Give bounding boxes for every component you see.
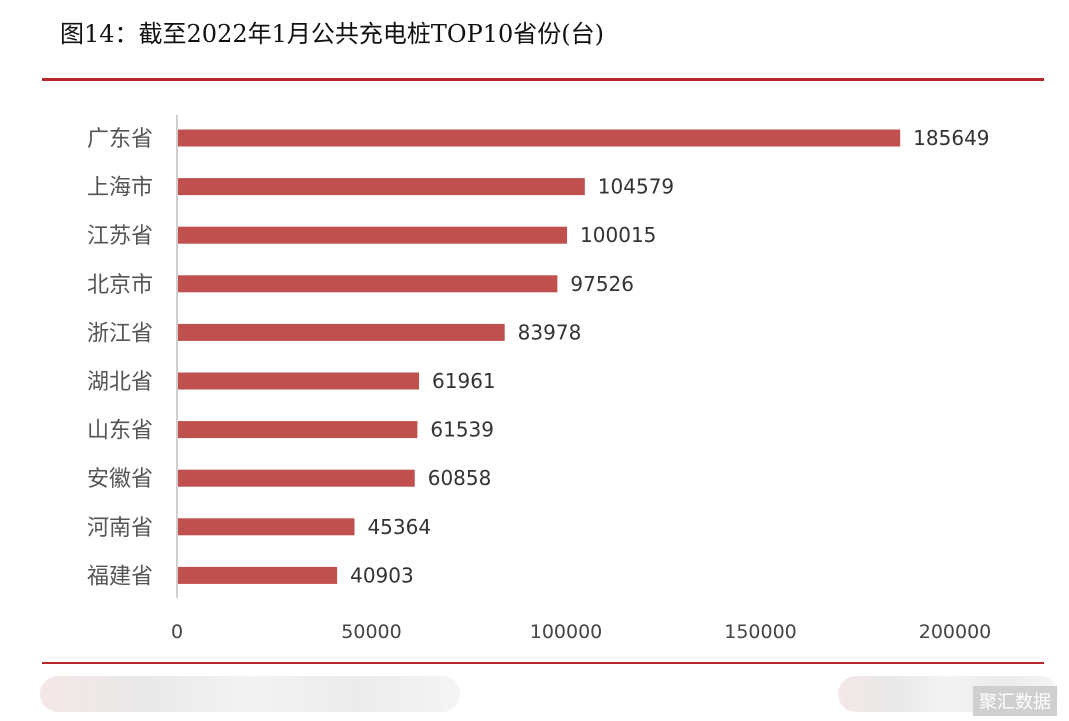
bar bbox=[178, 566, 338, 584]
category-label: 上海市 bbox=[87, 176, 153, 201]
bar bbox=[178, 323, 505, 341]
source-watermark: 聚汇数据 bbox=[973, 686, 1057, 716]
bar bbox=[178, 129, 901, 147]
bar bbox=[178, 372, 420, 390]
data-label: 100015 bbox=[580, 223, 656, 247]
category-label: 湖北省 bbox=[87, 370, 153, 395]
bars bbox=[178, 129, 901, 584]
x-tick-label: 50000 bbox=[341, 621, 401, 643]
x-tick-label: 0 bbox=[171, 621, 183, 643]
category-label: 北京市 bbox=[87, 273, 153, 298]
category-label: 安徽省 bbox=[87, 467, 153, 492]
chart-title: 图14：截至2022年1月公共充电桩TOP10省份(台) bbox=[60, 20, 604, 48]
title-divider bbox=[42, 78, 1044, 81]
data-label: 40903 bbox=[350, 563, 414, 587]
bar bbox=[178, 178, 585, 196]
category-label: 福建省 bbox=[87, 564, 153, 589]
data-label: 104579 bbox=[598, 175, 674, 199]
data-label: 60858 bbox=[428, 466, 492, 490]
bar bbox=[178, 469, 415, 487]
data-label: 83978 bbox=[518, 320, 582, 344]
x-tick-label: 150000 bbox=[724, 621, 797, 643]
category-label: 广东省 bbox=[87, 127, 153, 152]
bar bbox=[178, 226, 568, 244]
bar bbox=[178, 421, 418, 439]
category-label: 山东省 bbox=[87, 419, 153, 444]
value-labels: 185649 104579 100015 97526 83978 61961 61539 60… bbox=[350, 126, 989, 587]
category-label: 江苏省 bbox=[87, 224, 153, 249]
category-label: 河南省 bbox=[87, 516, 153, 541]
x-axis-ticks: 0 50000 100000 150000 200000 bbox=[171, 621, 991, 643]
data-label: 97526 bbox=[570, 272, 634, 296]
data-label: 185649 bbox=[913, 126, 989, 150]
footer-divider bbox=[42, 662, 1044, 664]
blurred-footer-text bbox=[40, 676, 460, 712]
data-label: 45364 bbox=[367, 515, 431, 539]
category-label: 浙江省 bbox=[87, 321, 153, 346]
bar bbox=[178, 275, 558, 293]
bar bbox=[178, 518, 355, 536]
data-label: 61539 bbox=[430, 418, 494, 442]
x-tick-label: 200000 bbox=[919, 621, 992, 643]
data-label: 61961 bbox=[432, 369, 496, 393]
x-tick-label: 100000 bbox=[530, 621, 603, 643]
